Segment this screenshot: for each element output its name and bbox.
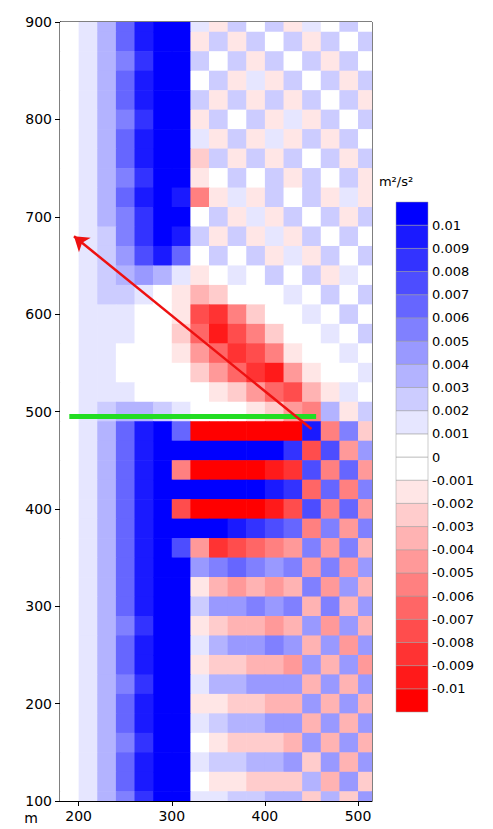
svg-text:0.01: 0.01 <box>432 218 461 233</box>
svg-text:-0.006: -0.006 <box>432 589 474 604</box>
svg-text:0.004: 0.004 <box>432 357 469 372</box>
svg-text:0.001: 0.001 <box>432 426 469 441</box>
svg-text:200: 200 <box>25 696 52 712</box>
svg-text:0.005: 0.005 <box>432 334 469 349</box>
svg-text:-0.001: -0.001 <box>432 473 474 488</box>
svg-text:900: 900 <box>25 14 52 30</box>
svg-text:-0.01: -0.01 <box>432 681 466 696</box>
svg-text:200: 200 <box>65 808 92 824</box>
svg-text:600: 600 <box>25 306 52 322</box>
svg-text:500: 500 <box>345 808 372 824</box>
svg-text:-0.002: -0.002 <box>432 496 474 511</box>
svg-text:700: 700 <box>25 209 52 225</box>
svg-text:0.006: 0.006 <box>432 310 469 325</box>
svg-text:500: 500 <box>25 404 52 420</box>
svg-text:0.003: 0.003 <box>432 380 469 395</box>
svg-text:400: 400 <box>252 808 279 824</box>
svg-text:-0.004: -0.004 <box>432 542 474 557</box>
svg-text:0: 0 <box>432 450 440 465</box>
svg-text:m²/s²: m²/s² <box>379 174 413 189</box>
svg-text:0.009: 0.009 <box>432 241 469 256</box>
svg-text:-0.007: -0.007 <box>432 612 474 627</box>
svg-text:300: 300 <box>25 598 52 614</box>
svg-text:-0.005: -0.005 <box>432 565 474 580</box>
svg-text:-0.003: -0.003 <box>432 519 474 534</box>
svg-text:0.007: 0.007 <box>432 287 469 302</box>
svg-text:300: 300 <box>158 808 185 824</box>
svg-text:800: 800 <box>25 111 52 127</box>
svg-text:m: m <box>24 810 38 826</box>
svg-text:0.008: 0.008 <box>432 264 469 279</box>
svg-text:-0.008: -0.008 <box>432 635 474 650</box>
svg-text:100: 100 <box>25 793 52 809</box>
svg-text:400: 400 <box>25 501 52 517</box>
svg-text:0.002: 0.002 <box>432 403 469 418</box>
svg-text:-0.009: -0.009 <box>432 658 474 673</box>
